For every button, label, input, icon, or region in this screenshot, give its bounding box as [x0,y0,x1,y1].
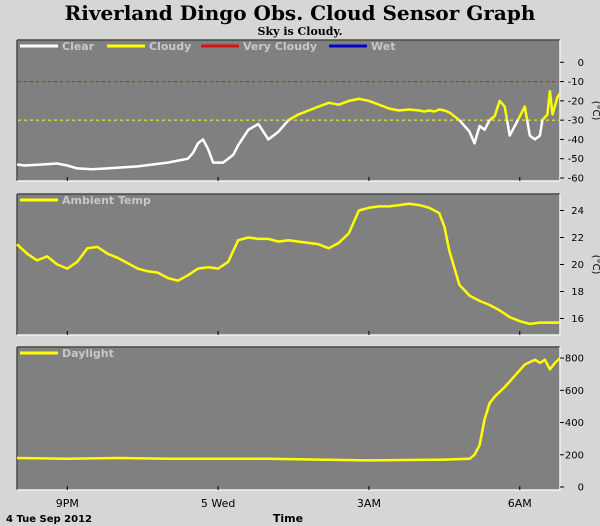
y-tick-label: 24 [571,206,584,217]
series-line [16,202,560,326]
y-tick-label: 400 [565,418,584,429]
chart-title: Riverland Dingo Obs. Cloud Sensor Graph [64,1,536,25]
y-tick-label: -10 [568,77,584,88]
x-tick-label: 5 Wed [201,497,235,510]
chart-panel-1: 0 -10 -20 -30 -40 -50 -60 (°C) Clear Cloudy Very C… [16,39,600,185]
y-tick-label: 0 [578,58,584,69]
sky-status-text: Sky is Cloudy. [257,25,343,38]
legend-label: Wet [371,40,395,53]
y-tick-label: 800 [565,354,584,365]
x-tick-label: 3AM [357,497,381,510]
series-line-cloudy [286,89,560,121]
legend-label: Ambient Temp [62,194,151,207]
y-tick-label: 20 [571,260,584,271]
y-tick-label: -40 [568,135,584,146]
y-tick-label: -50 [568,154,584,165]
series-line-clear [17,120,545,171]
plot-area [17,347,560,490]
x-axis-label: Time [273,512,303,525]
y-tick-label: 18 [571,287,584,298]
y-tick-label: 22 [571,233,584,244]
x-tick-label: 9PM [56,497,79,510]
y-axis-label: (°C) [590,255,600,275]
x-tick-label: 6AM [508,497,532,510]
plot-area [17,194,560,335]
chart-panel-3: 0 200 400 600 800 Daylight [16,346,584,494]
y-axis-label: (°C) [590,101,600,121]
y-tick-label: 16 [571,314,584,325]
y-tick-label: -30 [568,116,584,127]
legend-label: Daylight [62,347,114,360]
y-tick-label: 0 [578,483,584,494]
y-tick-label: 200 [565,450,584,461]
legend-label: Very Cloudy [243,40,317,53]
legend-label: Cloudy [149,40,191,53]
y-tick-label: -60 [568,174,584,185]
series-line [16,357,561,462]
y-tick-label: 600 [565,386,584,397]
legend-label: Clear [62,40,95,53]
plot-area [17,40,560,181]
chart-panel-2: 16 18 20 22 24 (°C) Ambient Temp [16,193,600,336]
y-tick-label: -20 [568,96,584,107]
x-date-label: 4 Tue Sep 2012 [6,514,92,525]
